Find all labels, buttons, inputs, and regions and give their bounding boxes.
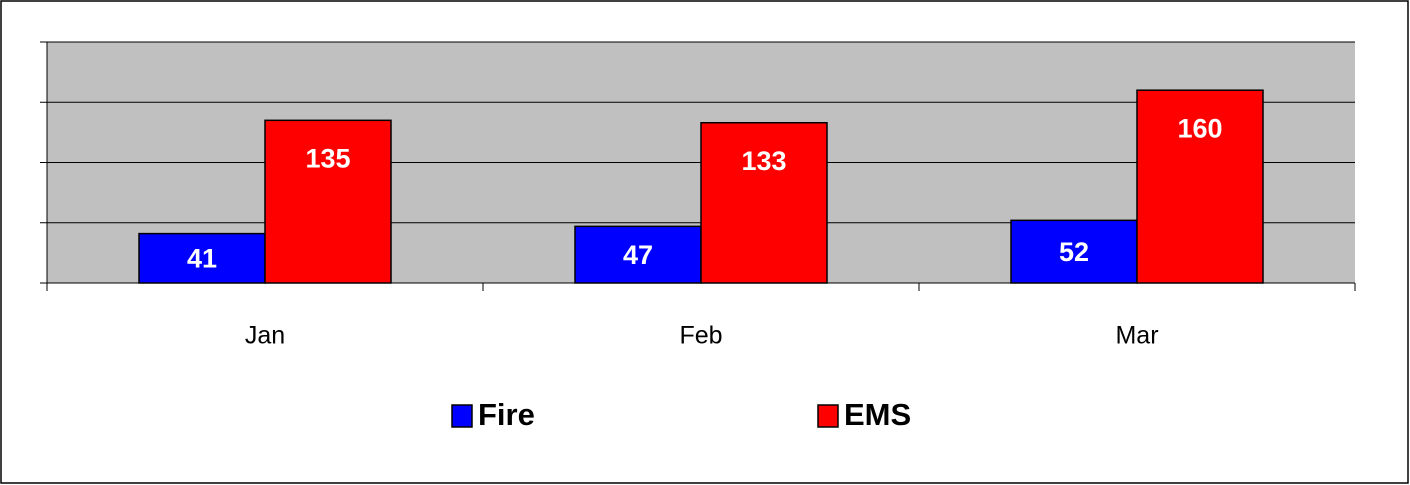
- bar: [1010, 219, 1138, 284]
- x-tick-label: Feb: [679, 322, 722, 350]
- x-tick-label: Jan: [245, 322, 285, 350]
- bar: [1136, 89, 1264, 284]
- legend-label: Fire: [478, 397, 535, 432]
- bar: [700, 121, 828, 284]
- value-label: 41: [187, 243, 217, 273]
- value-label: 52: [1059, 237, 1089, 267]
- bar: [264, 119, 392, 284]
- value-label: 47: [623, 240, 653, 270]
- bar: [574, 225, 702, 284]
- value-label: 160: [1177, 113, 1222, 143]
- legend-swatch: [451, 404, 473, 428]
- value-label: 135: [305, 143, 350, 173]
- x-tick-label: Mar: [1115, 322, 1158, 350]
- legend-label: EMS: [844, 397, 911, 432]
- bar: [138, 232, 266, 284]
- legend-swatch: [817, 404, 839, 428]
- value-label: 133: [741, 146, 786, 176]
